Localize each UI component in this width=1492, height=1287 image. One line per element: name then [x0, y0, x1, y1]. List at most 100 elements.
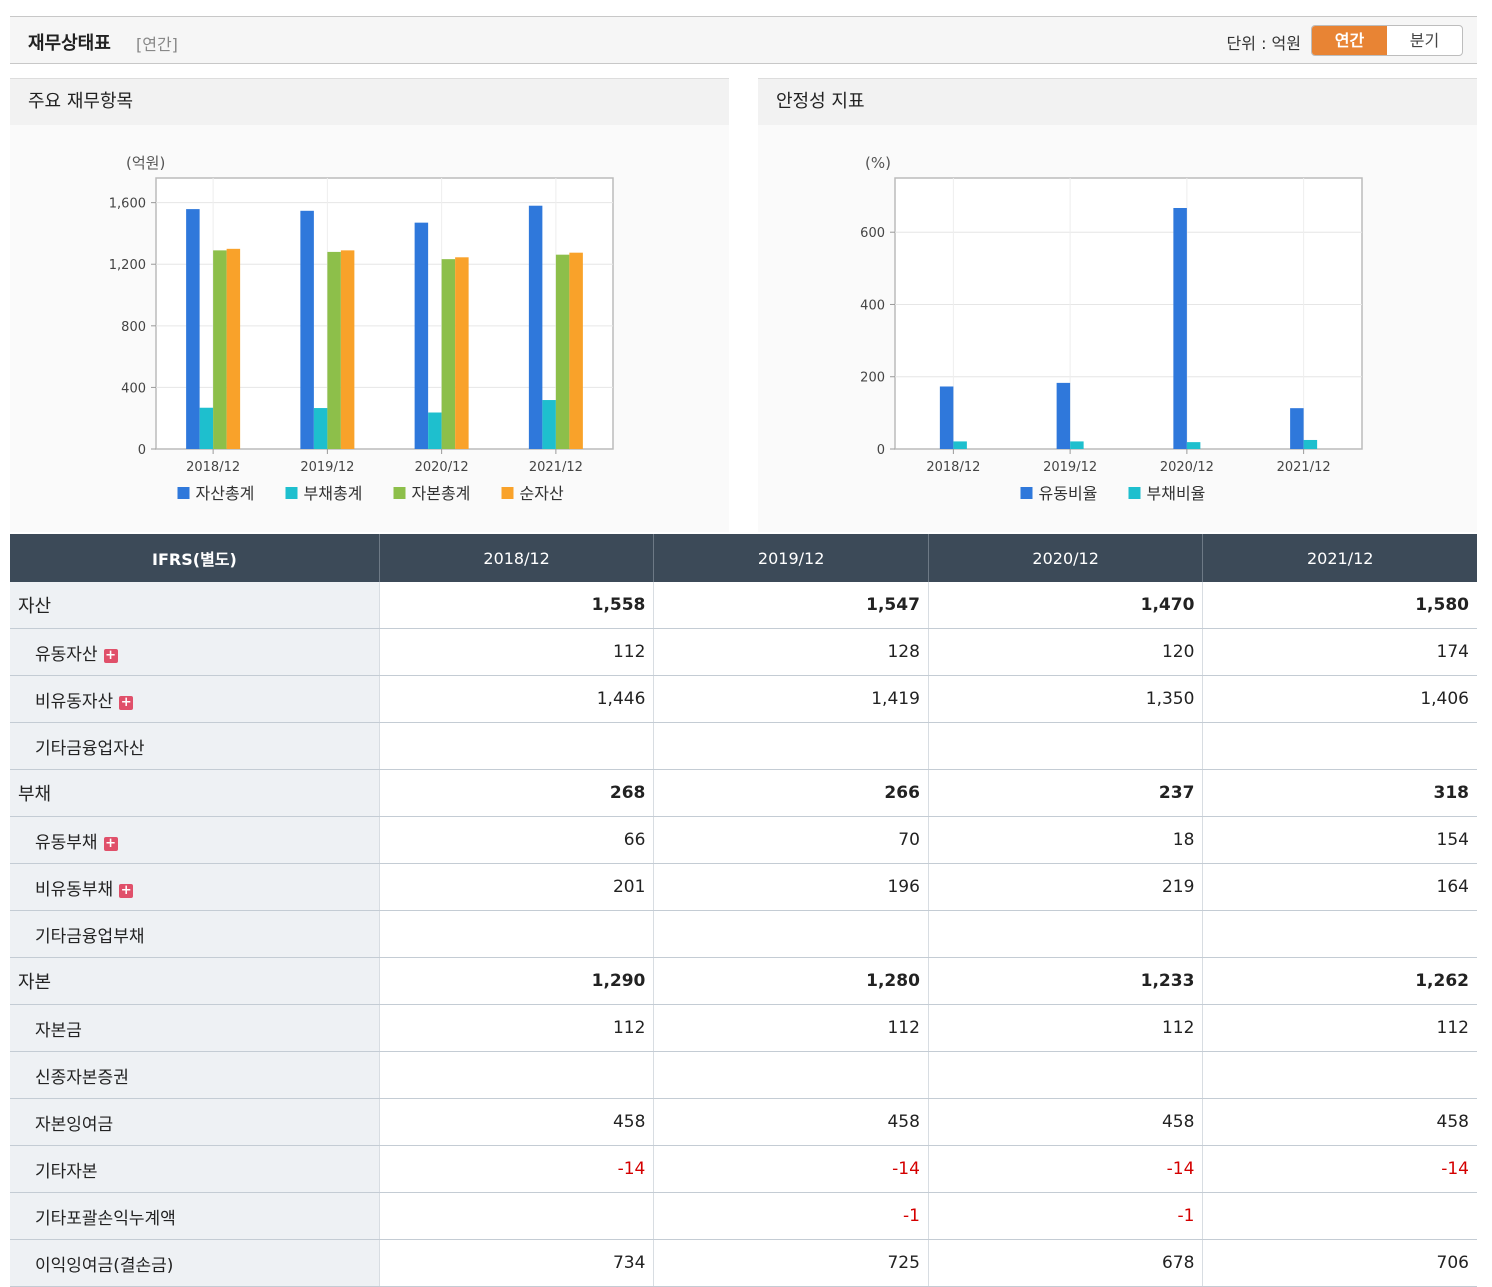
x-tick-label: 2021/12	[529, 460, 583, 475]
quarterly-button[interactable]: 분기	[1409, 31, 1440, 50]
cell-value: 458	[927, 1098, 1203, 1146]
cell-value: -14	[653, 1145, 929, 1193]
cell-value	[653, 1051, 929, 1099]
table-row: 비유동부채 +201 196 219 164	[10, 863, 1477, 911]
bar-순자산	[569, 252, 583, 449]
row-label-text: 자본	[18, 972, 52, 993]
bar-부채비율	[1303, 439, 1318, 449]
header-period: 2019/12	[653, 534, 929, 582]
x-tick-label: 2021/12	[1277, 460, 1331, 475]
expand-icon[interactable]: +	[103, 647, 118, 663]
cell-value	[927, 722, 1203, 770]
cell-value: 1,350	[927, 675, 1203, 723]
bar-부채비율	[1070, 441, 1084, 449]
legend-label: 자본총계	[412, 484, 471, 503]
row-label: 신종자본증권	[10, 1051, 380, 1099]
table-row: 부채 268 266 237 318	[10, 769, 1477, 817]
x-tick-label: 2019/12	[1043, 460, 1097, 475]
cell-value: 734	[378, 1239, 654, 1287]
cell-value: 1,233	[927, 957, 1203, 1005]
legend-label: 순자산	[520, 484, 564, 503]
cell-value: 112	[927, 1004, 1203, 1052]
main-items-chart: 0 400 800 1,200 1,600 (억원) 2018/12 2019/12 2020/…	[109, 154, 614, 503]
cell-value	[378, 1051, 654, 1099]
bar-자본총계	[441, 259, 456, 449]
legend-swatch	[501, 487, 514, 499]
row-label: 기타포괄손익누계액	[10, 1192, 380, 1240]
row-label-text: 유동자산	[35, 644, 98, 665]
row-label: 자본	[10, 957, 380, 1005]
row-label: 비유동부채 +	[10, 863, 380, 911]
row-label-text: 기타금융업자산	[35, 738, 145, 759]
legend-label: 부채총계	[304, 484, 363, 503]
x-tick-label: 2018/12	[186, 460, 240, 475]
bar-자산총계	[186, 209, 200, 449]
table-row: 유동자산 +112 128 120 174	[10, 628, 1477, 676]
table-row: 기타포괄손익누계액 -1 -1	[10, 1192, 1477, 1240]
table-row: 기타자본 -14 -14 -14 -14	[10, 1145, 1477, 1193]
cell-value	[378, 722, 654, 770]
bar-부채비율	[1186, 442, 1201, 449]
row-label-text: 비유동부채	[35, 879, 114, 900]
bar-유동비율	[939, 386, 954, 449]
cell-value: 458	[653, 1098, 929, 1146]
cell-value: 1,470	[927, 582, 1203, 629]
x-tick-label: 2020/12	[1160, 460, 1214, 475]
bar-부채총계	[313, 408, 328, 449]
row-label: 유동자산 +	[10, 628, 380, 676]
header-period: 2018/12	[378, 534, 654, 582]
row-label-text: 기타자본	[35, 1161, 98, 1182]
legend-swatch	[1128, 487, 1141, 499]
bar-순자산	[455, 257, 469, 449]
cell-value	[378, 910, 654, 958]
expand-icon[interactable]: +	[103, 835, 118, 851]
y-tick-label: 0	[877, 443, 885, 458]
cell-value: 66	[378, 816, 654, 864]
bar-유동비율	[1173, 207, 1187, 449]
cell-value: -14	[1202, 1145, 1477, 1193]
y-tick-label: 1,600	[109, 197, 146, 212]
table-row: 기타금융업부채	[10, 910, 1477, 958]
row-label-text: 유동부채	[35, 832, 98, 853]
cell-value: -1	[653, 1192, 929, 1240]
table-row: 자본잉여금 458 458 458 458	[10, 1098, 1477, 1146]
cell-value: 1,580	[1202, 582, 1477, 629]
cell-value	[1202, 910, 1477, 958]
cell-value	[653, 722, 929, 770]
bar-유동비율	[1056, 382, 1071, 449]
bar-자본총계	[555, 254, 570, 449]
expand-icon[interactable]: +	[119, 882, 134, 898]
cell-value: 219	[927, 863, 1203, 911]
cell-value: 725	[653, 1239, 929, 1287]
legend-label: 자산총계	[196, 484, 255, 503]
table-row: 자본 1,290 1,280 1,233 1,262	[10, 957, 1477, 1005]
cell-value	[378, 1192, 654, 1240]
table-row: 이익잉여금(결손금) 734 725 678 706	[10, 1239, 1477, 1287]
cell-value: 120	[927, 628, 1203, 676]
y-tick-label: 600	[860, 226, 885, 241]
bar-순자산	[340, 250, 355, 449]
row-label-text: 자본잉여금	[35, 1114, 114, 1135]
row-label: 자본금	[10, 1004, 380, 1052]
bar-자산총계	[528, 205, 543, 449]
cell-value: 128	[653, 628, 929, 676]
row-label: 자산	[10, 582, 380, 629]
main-items-title: 주요 재무항목	[10, 78, 729, 125]
period-toggle: 연간 분기	[1311, 25, 1463, 56]
cell-value: 112	[378, 628, 654, 676]
cell-value: 1,446	[378, 675, 654, 723]
expand-icon[interactable]: +	[119, 694, 134, 710]
y-tick-label: 800	[121, 320, 146, 335]
annual-button[interactable]: 연간	[1312, 26, 1387, 55]
row-label: 기타금융업부채	[10, 910, 380, 958]
cell-value	[1202, 1192, 1477, 1240]
legend-swatch	[1020, 487, 1033, 499]
y-unit-label: (억원)	[126, 154, 165, 172]
cell-value: 1,419	[653, 675, 929, 723]
table-row: 유동부채 +66 70 18 154	[10, 816, 1477, 864]
cell-value: 164	[1202, 863, 1477, 911]
table-header-row: IFRS(별도) 2018/12 2019/12 2020/12 2021/12	[10, 534, 1477, 582]
bar-유동비율	[1290, 408, 1304, 449]
row-label-text: 부채	[18, 784, 52, 805]
bar-순자산	[226, 248, 241, 449]
